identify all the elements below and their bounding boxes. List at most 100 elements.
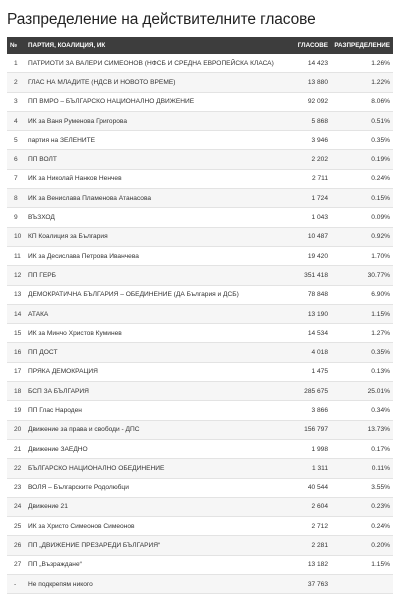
table-row: 10 КП Коалиция за България 10 487 0.92% bbox=[7, 227, 393, 247]
column-header-votes: ГЛАСОВЕ bbox=[297, 42, 328, 49]
row-share: 0.19% bbox=[331, 149, 393, 170]
row-share: 1.22% bbox=[331, 72, 393, 93]
row-share: 0.15% bbox=[331, 188, 393, 209]
row-index: 13 bbox=[7, 285, 25, 305]
row-party-name: ПП „Възраждане“ bbox=[25, 555, 291, 576]
row-index: 10 bbox=[7, 227, 25, 247]
page-title: Разпределение на действителните гласове bbox=[7, 11, 316, 28]
row-votes: 2 604 bbox=[291, 497, 331, 518]
row-share: 1.27% bbox=[331, 323, 393, 344]
table-row: 16 ПП ДОСТ 4 018 0.35% bbox=[7, 342, 393, 363]
row-votes: 1 475 bbox=[291, 362, 331, 383]
table-row: 11 ИК за Десислава Петрова Иванчева 19 420… bbox=[7, 246, 393, 267]
row-votes: 78 848 bbox=[291, 285, 331, 305]
table-row: 27 ПП „Възраждане“ 13 182 1.15% bbox=[7, 555, 393, 576]
row-index: - bbox=[7, 574, 25, 594]
table-row: 12 ПП ГЕРБ 351 418 30.77% bbox=[7, 265, 393, 286]
row-share: 0.24% bbox=[331, 516, 393, 537]
row-party-name: ИК за Ваня Руменова Григорова bbox=[25, 111, 291, 132]
row-votes: 351 418 bbox=[291, 265, 331, 286]
table-row: 17 ПРЯКА ДЕМОКРАЦИЯ 1 475 0.13% bbox=[7, 362, 393, 383]
row-share: 25.01% bbox=[331, 381, 393, 402]
row-votes: 1 311 bbox=[291, 458, 331, 479]
row-index: 12 bbox=[7, 265, 25, 286]
row-party-name: ГЛАС НА МЛАДИТЕ (НДСВ И НОВОТО ВРЕМЕ) bbox=[25, 72, 291, 93]
row-votes: 1 724 bbox=[291, 188, 331, 209]
row-votes: 19 420 bbox=[291, 246, 331, 267]
row-votes: 285 675 bbox=[291, 381, 331, 402]
row-index: 2 bbox=[7, 72, 25, 93]
table-row: 5 партия на ЗЕЛЕНИТЕ 3 946 0.35% bbox=[7, 130, 393, 151]
row-index: 25 bbox=[7, 516, 25, 537]
row-party-name: АТАКА bbox=[25, 304, 291, 325]
row-share: 0.17% bbox=[331, 439, 393, 460]
row-votes: 2 202 bbox=[291, 149, 331, 170]
row-party-name: ПП ГЕРБ bbox=[25, 265, 291, 286]
row-share: 3.55% bbox=[331, 478, 393, 498]
table-row: 7 ИК за Николай Нанков Ненчев 2 711 0.24% bbox=[7, 169, 393, 190]
row-index: 27 bbox=[7, 555, 25, 576]
column-header-index: № bbox=[10, 42, 18, 49]
row-index: 11 bbox=[7, 246, 25, 267]
row-party-name: КП Коалиция за България bbox=[25, 227, 291, 247]
table-row: 20 Движение за права и свободи - ДПС 156 7… bbox=[7, 420, 393, 440]
row-share: 0.51% bbox=[331, 111, 393, 132]
row-share: 0.92% bbox=[331, 227, 393, 247]
row-votes: 10 487 bbox=[291, 227, 331, 247]
row-party-name: партия на ЗЕЛЕНИТЕ bbox=[25, 130, 291, 151]
row-votes: 37 763 bbox=[291, 574, 331, 594]
row-index: 16 bbox=[7, 342, 25, 363]
row-share: 0.20% bbox=[331, 535, 393, 556]
row-votes: 13 182 bbox=[291, 555, 331, 576]
table-row: 6 ПП ВОЛТ 2 202 0.19% bbox=[7, 149, 393, 170]
row-index: 22 bbox=[7, 458, 25, 479]
row-votes: 14 534 bbox=[291, 323, 331, 344]
row-votes: 2 281 bbox=[291, 535, 331, 556]
table-row: 19 ПП Глас Народен 3 866 0.34% bbox=[7, 400, 393, 421]
row-index: 1 bbox=[7, 54, 25, 74]
row-votes: 2 711 bbox=[291, 169, 331, 190]
table-row: - Не подкрепям никого 37 763 bbox=[7, 574, 393, 594]
row-votes: 3 866 bbox=[291, 400, 331, 421]
table-body: 1 ПАТРИОТИ ЗА ВАЛЕРИ СИМЕОНОВ (НФСБ И СРЕ… bbox=[7, 54, 393, 594]
row-party-name: Движение ЗАЕДНО bbox=[25, 439, 291, 460]
row-party-name: ИК за Николай Нанков Ненчев bbox=[25, 169, 291, 190]
row-party-name: ИК за Минчо Христов Куминев bbox=[25, 323, 291, 344]
row-votes: 3 946 bbox=[291, 130, 331, 151]
table-row: 15 ИК за Минчо Христов Куминев 14 534 1.27% bbox=[7, 323, 393, 344]
row-votes: 40 544 bbox=[291, 478, 331, 498]
row-index: 7 bbox=[7, 169, 25, 190]
row-share bbox=[331, 574, 393, 594]
row-index: 23 bbox=[7, 478, 25, 498]
row-party-name: Не подкрепям никого bbox=[25, 574, 291, 594]
row-party-name: ИК за Венислава Пламенова Атанасова bbox=[25, 188, 291, 209]
table-row: 8 ИК за Венислава Пламенова Атанасова 1 72… bbox=[7, 188, 393, 209]
row-share: 1.26% bbox=[331, 54, 393, 74]
row-share: 13.73% bbox=[331, 420, 393, 440]
column-header-party: ПАРТИЯ, КОАЛИЦИЯ, ИК bbox=[28, 42, 106, 49]
table-row: 2 ГЛАС НА МЛАДИТЕ (НДСВ И НОВОТО ВРЕМЕ) 13… bbox=[7, 72, 393, 93]
table-row: 13 ДЕМОКРАТИЧНА БЪЛГАРИЯ – ОБЕДИНЕНИЕ (ДА… bbox=[7, 285, 393, 305]
results-table: № ПАРТИЯ, КОАЛИЦИЯ, ИК ГЛАСОВЕ РАЗПРЕДЕЛ… bbox=[7, 37, 393, 594]
row-votes: 156 797 bbox=[291, 420, 331, 440]
row-index: 14 bbox=[7, 304, 25, 325]
row-votes: 2 712 bbox=[291, 516, 331, 537]
row-index: 18 bbox=[7, 381, 25, 402]
table-header-row: № ПАРТИЯ, КОАЛИЦИЯ, ИК ГЛАСОВЕ РАЗПРЕДЕЛ… bbox=[7, 37, 393, 54]
row-party-name: ДЕМОКРАТИЧНА БЪЛГАРИЯ – ОБЕДИНЕНИЕ (ДА Б… bbox=[25, 285, 291, 305]
row-votes: 1 043 bbox=[291, 207, 331, 228]
row-party-name: ПП ДОСТ bbox=[25, 342, 291, 363]
row-index: 15 bbox=[7, 323, 25, 344]
row-party-name: Движение за права и свободи - ДПС bbox=[25, 420, 291, 440]
row-share: 6.90% bbox=[331, 285, 393, 305]
row-party-name: ПАТРИОТИ ЗА ВАЛЕРИ СИМЕОНОВ (НФСБ И СРЕД… bbox=[25, 54, 291, 74]
row-votes: 1 998 bbox=[291, 439, 331, 460]
row-votes: 4 018 bbox=[291, 342, 331, 363]
row-index: 6 bbox=[7, 149, 25, 170]
row-party-name: БЪЛГАРСКО НАЦИОНАЛНО ОБЕДИНЕНИЕ bbox=[25, 458, 291, 479]
row-share: 0.35% bbox=[331, 342, 393, 363]
row-party-name: ПРЯКА ДЕМОКРАЦИЯ bbox=[25, 362, 291, 383]
row-index: 21 bbox=[7, 439, 25, 460]
table-row: 1 ПАТРИОТИ ЗА ВАЛЕРИ СИМЕОНОВ (НФСБ И СРЕ… bbox=[7, 54, 393, 74]
